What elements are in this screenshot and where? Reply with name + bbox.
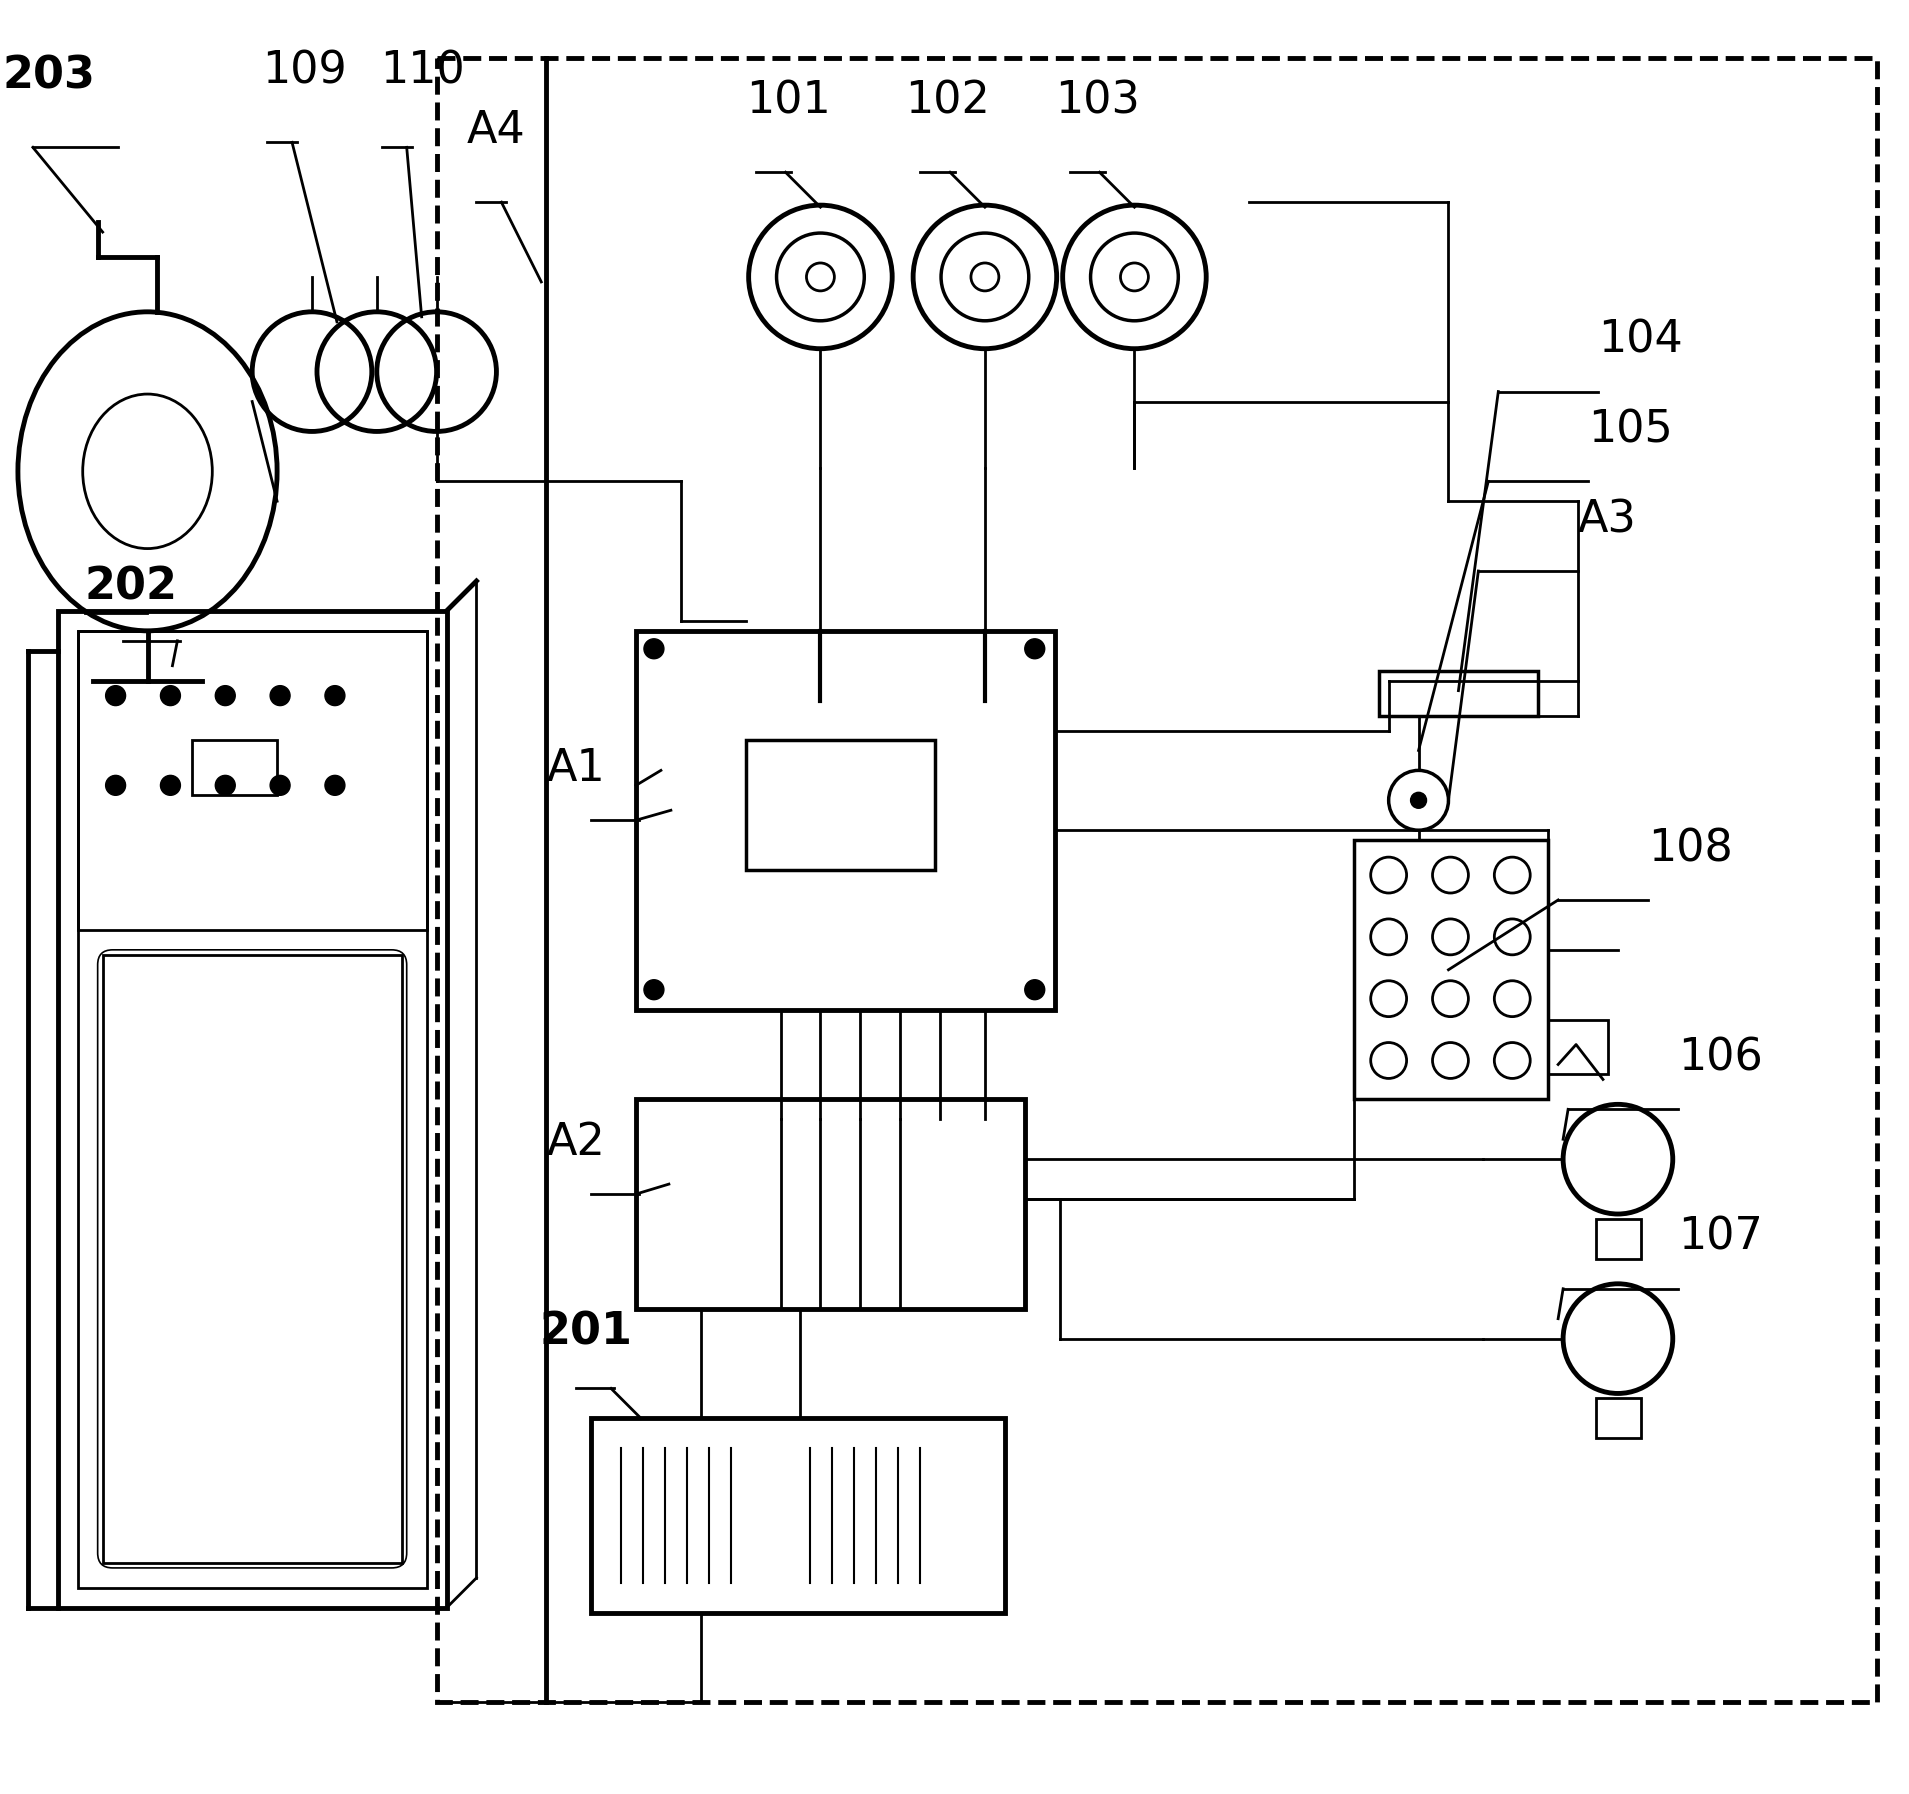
Text: A4: A4	[466, 109, 525, 152]
Bar	[78, 631, 426, 929]
Bar	[57, 612, 447, 1607]
Text: 103: 103	[1054, 79, 1140, 122]
Bar	[437, 57, 1877, 1703]
Circle shape	[105, 775, 126, 795]
Circle shape	[271, 775, 290, 795]
Bar	[592, 1419, 1004, 1613]
Circle shape	[325, 775, 346, 795]
Bar	[78, 631, 426, 1588]
Bar	[636, 1100, 1025, 1308]
Bar	[1548, 1019, 1607, 1075]
Text: A3: A3	[1579, 499, 1636, 542]
Bar	[1596, 1218, 1642, 1259]
Text: 101: 101	[746, 79, 830, 122]
Text: 203: 203	[4, 54, 95, 97]
Bar	[1353, 840, 1548, 1100]
Bar	[1596, 1399, 1642, 1439]
Bar	[103, 954, 401, 1563]
Text: 110: 110	[380, 50, 464, 93]
Circle shape	[1025, 980, 1044, 999]
Circle shape	[216, 685, 235, 705]
Circle shape	[643, 639, 664, 658]
Text: 107: 107	[1678, 1216, 1762, 1259]
Text: 201: 201	[538, 1311, 632, 1354]
Circle shape	[216, 775, 235, 795]
Text: 102: 102	[905, 79, 991, 122]
Bar	[636, 631, 1054, 1010]
Circle shape	[271, 685, 290, 705]
Text: 109: 109	[262, 50, 347, 93]
Circle shape	[1411, 793, 1426, 809]
Text: A1: A1	[546, 748, 605, 791]
Text: 106: 106	[1678, 1037, 1762, 1080]
Circle shape	[160, 685, 181, 705]
Circle shape	[325, 685, 346, 705]
Bar	[746, 741, 935, 870]
Circle shape	[105, 685, 126, 705]
Text: 105: 105	[1588, 409, 1672, 452]
Text: 108: 108	[1647, 827, 1733, 870]
Circle shape	[1025, 639, 1044, 658]
Text: 202: 202	[84, 565, 178, 608]
Bar	[193, 741, 277, 795]
Circle shape	[160, 775, 181, 795]
Text: 104: 104	[1598, 319, 1682, 362]
Text: A2: A2	[546, 1121, 605, 1164]
Circle shape	[643, 980, 664, 999]
Bar	[1378, 671, 1539, 716]
